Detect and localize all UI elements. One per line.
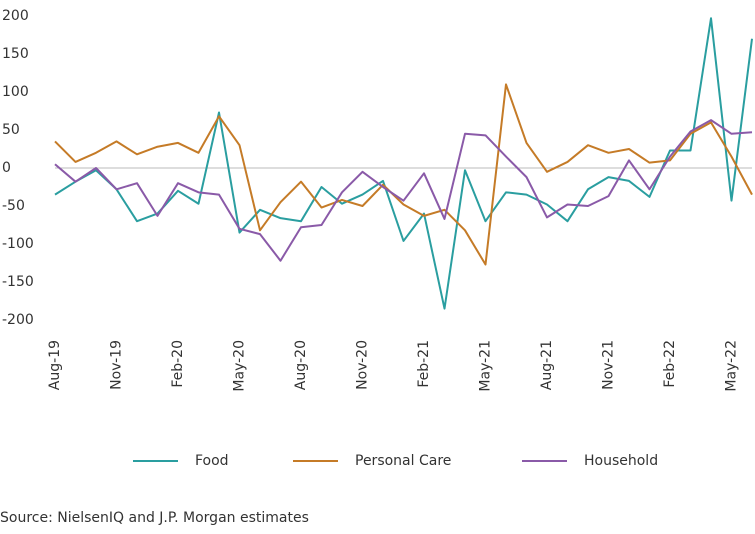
x-tick-label: Nov-19 (109, 340, 125, 390)
x-tick-label: Aug-21 (539, 340, 555, 390)
line-series (54, 17, 753, 310)
source-note: Source: NielsenIQ and J.P. Morgan estima… (0, 510, 309, 526)
y-tick-label: 200 (2, 8, 29, 24)
y-tick-label: 100 (2, 84, 29, 100)
y-tick-label: 50 (2, 122, 20, 138)
y-tick-label: -100 (2, 236, 34, 252)
y-tick-label: 150 (2, 46, 29, 62)
legend-label: Food (195, 453, 229, 469)
x-tick-label: May-20 (232, 340, 248, 392)
x-tick-label: Feb-22 (662, 340, 678, 388)
x-tick-label: Nov-21 (601, 340, 617, 390)
x-tick-label: Aug-20 (293, 340, 309, 390)
line-series (54, 119, 753, 262)
x-tick-label: Aug-19 (47, 340, 63, 390)
x-tick-label: May-22 (724, 340, 740, 392)
x-tick-label: Nov-20 (355, 340, 371, 390)
y-tick-label: -150 (2, 274, 34, 290)
legend-label: Personal Care (355, 453, 451, 469)
x-tick-label: Feb-20 (170, 340, 186, 388)
y-tick-label: -200 (2, 312, 34, 328)
x-tick-label: May-21 (478, 340, 494, 392)
line-series (54, 83, 753, 266)
y-tick-label: 0 (2, 160, 11, 176)
x-tick-label: Feb-21 (416, 340, 432, 388)
y-tick-label: -50 (2, 198, 25, 214)
legend-label: Household (584, 453, 658, 469)
